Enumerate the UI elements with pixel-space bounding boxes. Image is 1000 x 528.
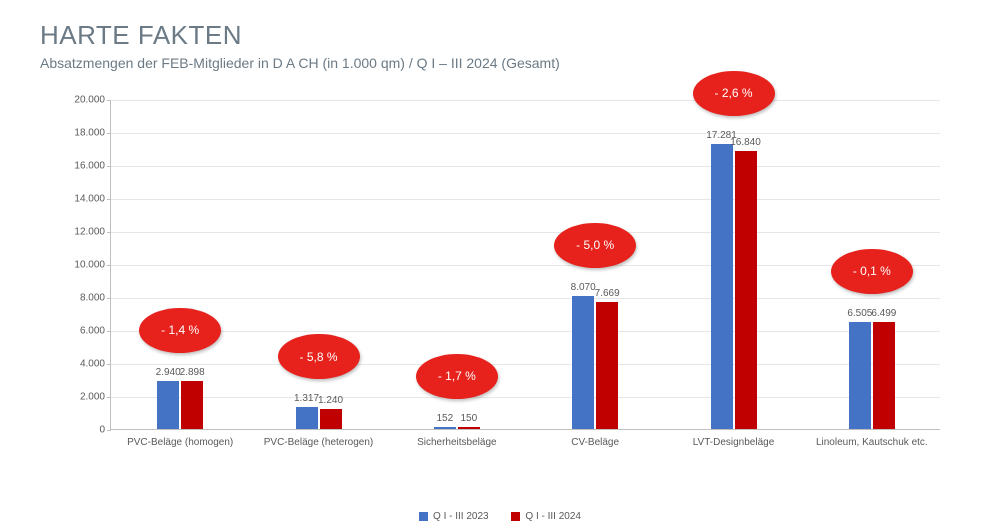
y-axis-tick: 10.000	[74, 260, 111, 271]
y-axis-tick: 14.000	[74, 194, 111, 205]
bar-series-1	[849, 322, 871, 429]
page: HARTE FAKTEN Absatzmengen der FEB-Mitgli…	[0, 0, 1000, 528]
change-callout: - 5,0 %	[554, 223, 636, 268]
bar-value-label: 7.669	[577, 288, 637, 299]
bar-series-1	[711, 144, 733, 429]
gridline	[111, 397, 940, 398]
bar-series-2	[320, 409, 342, 429]
y-axis-tick: 8.000	[80, 293, 111, 304]
legend: Q I - III 2023 Q I - III 2024	[0, 511, 1000, 524]
change-callout: - 2,6 %	[693, 71, 775, 116]
y-axis-tick: 6.000	[80, 326, 111, 337]
gridline	[111, 199, 940, 200]
change-callout: - 0,1 %	[831, 249, 913, 294]
bar-value-label: 150	[439, 413, 499, 424]
bar-series-2	[596, 302, 618, 429]
gridline	[111, 232, 940, 233]
category-label: PVC-Beläge (homogen)	[127, 437, 233, 448]
y-axis-tick: 0	[99, 425, 111, 436]
bar-series-2	[458, 427, 480, 429]
gridline	[111, 133, 940, 134]
bar-value-label: 16.840	[716, 137, 776, 148]
category-label: LVT-Designbeläge	[693, 437, 775, 448]
legend-label: Q I - III 2023	[433, 511, 489, 522]
gridline	[111, 166, 940, 167]
legend-swatch	[419, 512, 428, 521]
category-label: Sicherheitsbeläge	[417, 437, 497, 448]
y-axis-tick: 20.000	[74, 95, 111, 106]
y-axis-tick: 12.000	[74, 227, 111, 238]
bar-value-label: 6.499	[854, 308, 914, 319]
category-label: PVC-Beläge (heterogen)	[264, 437, 374, 448]
legend-item: Q I - III 2023	[419, 511, 489, 522]
bar-series-2	[735, 151, 757, 429]
y-axis-tick: 16.000	[74, 161, 111, 172]
y-axis-tick: 4.000	[80, 359, 111, 370]
legend-swatch	[511, 512, 520, 521]
bar-value-label: 2.898	[162, 367, 222, 378]
bar-series-1	[434, 427, 456, 430]
gridline	[111, 364, 940, 365]
change-callout: - 1,7 %	[416, 354, 498, 399]
change-callout: - 5,8 %	[278, 334, 360, 379]
change-callout: - 1,4 %	[139, 308, 221, 353]
page-subtitle: Absatzmengen der FEB-Mitglieder in D A C…	[40, 55, 960, 71]
bar-series-1	[572, 296, 594, 429]
gridline	[111, 331, 940, 332]
gridline	[111, 100, 940, 101]
y-axis-tick: 2.000	[80, 392, 111, 403]
legend-label: Q I - III 2024	[525, 511, 581, 522]
category-label: Linoleum, Kautschuk etc.	[816, 437, 928, 448]
gridline	[111, 265, 940, 266]
chart: 0 2.000 4.000 6.000 8.000 10.000 12.000 14.000 1…	[60, 100, 960, 460]
y-axis-tick: 18.000	[74, 128, 111, 139]
bar-series-1	[296, 407, 318, 429]
bar-series-1	[157, 381, 179, 430]
gridline	[111, 298, 940, 299]
bar-series-2	[181, 381, 203, 429]
bar-value-label: 1.240	[301, 395, 361, 406]
chart-plot: 02.0004.0006.0008.00010.00012.00014.0001…	[110, 100, 940, 430]
page-title: HARTE FAKTEN	[40, 20, 960, 51]
category-label: CV-Beläge	[571, 437, 619, 448]
bar-series-2	[873, 322, 895, 429]
legend-item: Q I - III 2024	[511, 511, 581, 522]
